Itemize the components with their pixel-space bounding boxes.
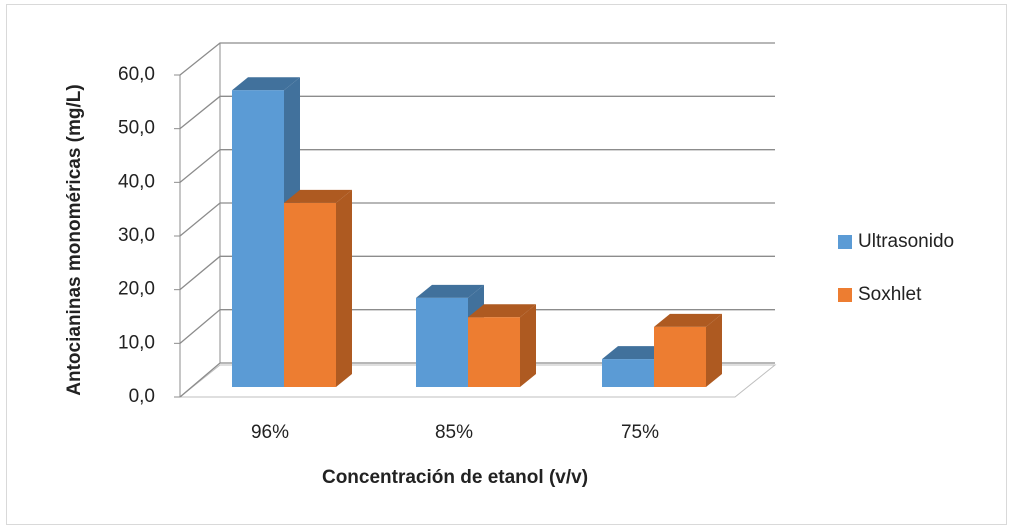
bar-top	[654, 313, 722, 327]
legend-swatch	[838, 288, 852, 302]
bar	[654, 313, 722, 387]
bar-front	[468, 317, 520, 387]
bar-side	[520, 304, 536, 387]
bar-front	[416, 297, 468, 387]
x-tick-label: 75%	[621, 422, 659, 443]
bar	[468, 304, 536, 387]
y-tick-label: 10,0	[118, 332, 155, 353]
legend-label: Ultrasonido	[858, 231, 954, 252]
legend-label: Soxhlet	[858, 284, 922, 305]
x-tick-label: 96%	[251, 422, 289, 443]
y-tick-label: 0,0	[129, 386, 155, 407]
y-axis-label: Antocianinas monoméricas (mg/L)	[64, 84, 85, 395]
y-tick-label: 50,0	[118, 118, 155, 139]
bar-side	[336, 189, 352, 387]
y-tick-label: 30,0	[118, 225, 155, 246]
x-tick-label: 85%	[435, 422, 473, 443]
bar-top	[284, 189, 352, 203]
bar-top	[416, 284, 484, 298]
x-axis-label: Concentración de etanol (v/v)	[322, 467, 588, 488]
chart-border	[6, 4, 1007, 525]
bar-front	[284, 202, 336, 387]
legend-swatch	[838, 235, 852, 249]
bar-top	[468, 304, 536, 318]
y-tick-label: 40,0	[118, 171, 155, 192]
bar-front	[602, 359, 654, 387]
bar-top	[232, 77, 300, 91]
y-tick-label: 60,0	[118, 64, 155, 85]
bar-top	[602, 346, 670, 360]
y-tick-label: 20,0	[118, 279, 155, 300]
bar-front	[654, 326, 706, 387]
bar	[284, 189, 352, 387]
bar-side	[706, 313, 722, 387]
bar	[602, 346, 670, 387]
bar-front	[232, 90, 284, 388]
